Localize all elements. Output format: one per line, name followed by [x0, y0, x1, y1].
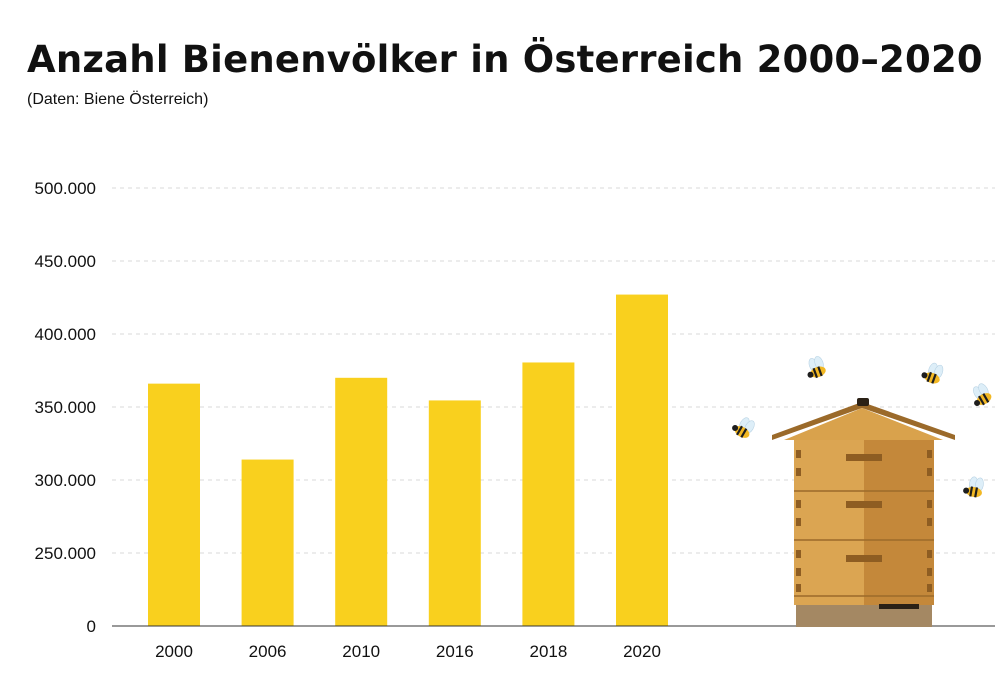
y-tick-label: 350.000 — [35, 398, 96, 417]
x-axis-ticks: 2000 2006 2010 2016 2018 2020 — [155, 642, 661, 661]
bee-icon — [963, 476, 984, 498]
bar-2016 — [428, 400, 481, 626]
y-axis-ticks: 0 250.000 300.000 350.000 400.000 450.000 500.… — [35, 179, 96, 636]
beehive-handle — [846, 555, 882, 562]
y-tick-label: 0 — [87, 617, 96, 636]
bar-2006 — [241, 459, 294, 626]
x-tick-label: 2020 — [623, 642, 661, 661]
bar-2000 — [148, 383, 200, 626]
x-tick-label: 2016 — [436, 642, 474, 661]
bar-2018 — [522, 362, 575, 626]
beehive-roof-fill — [784, 408, 943, 440]
chart-title: Anzahl Bienenvölker in Österreich 2000–2… — [27, 38, 983, 81]
chart-subtitle: (Daten: Biene Österreich) — [27, 91, 209, 108]
beehive-body-left — [794, 440, 864, 605]
x-tick-label: 2018 — [529, 642, 567, 661]
bars — [148, 294, 668, 626]
beehive-handle — [846, 454, 882, 461]
beehive-side-dashes — [796, 450, 932, 592]
y-tick-label: 450.000 — [35, 252, 96, 271]
y-tick-label: 400.000 — [35, 325, 96, 344]
beehive-illustration — [772, 398, 955, 627]
y-tick-label: 300.000 — [35, 471, 96, 490]
bee-icon — [921, 362, 944, 384]
bee-icon — [732, 417, 755, 438]
bee-icon — [973, 383, 992, 406]
beehive-body-right — [864, 440, 934, 605]
beehive-handle — [846, 501, 882, 508]
y-tick-label: 500.000 — [35, 179, 96, 198]
x-tick-label: 2000 — [155, 642, 193, 661]
y-tick-label: 250.000 — [35, 544, 96, 563]
bees — [732, 356, 992, 498]
bar-2020 — [616, 294, 668, 626]
bee-icon — [807, 356, 826, 379]
x-tick-label: 2006 — [249, 642, 287, 661]
x-tick-label: 2010 — [342, 642, 380, 661]
bar-2010 — [335, 377, 388, 626]
beehive-roof-knob — [857, 398, 869, 406]
beehive-entrance — [879, 604, 919, 609]
